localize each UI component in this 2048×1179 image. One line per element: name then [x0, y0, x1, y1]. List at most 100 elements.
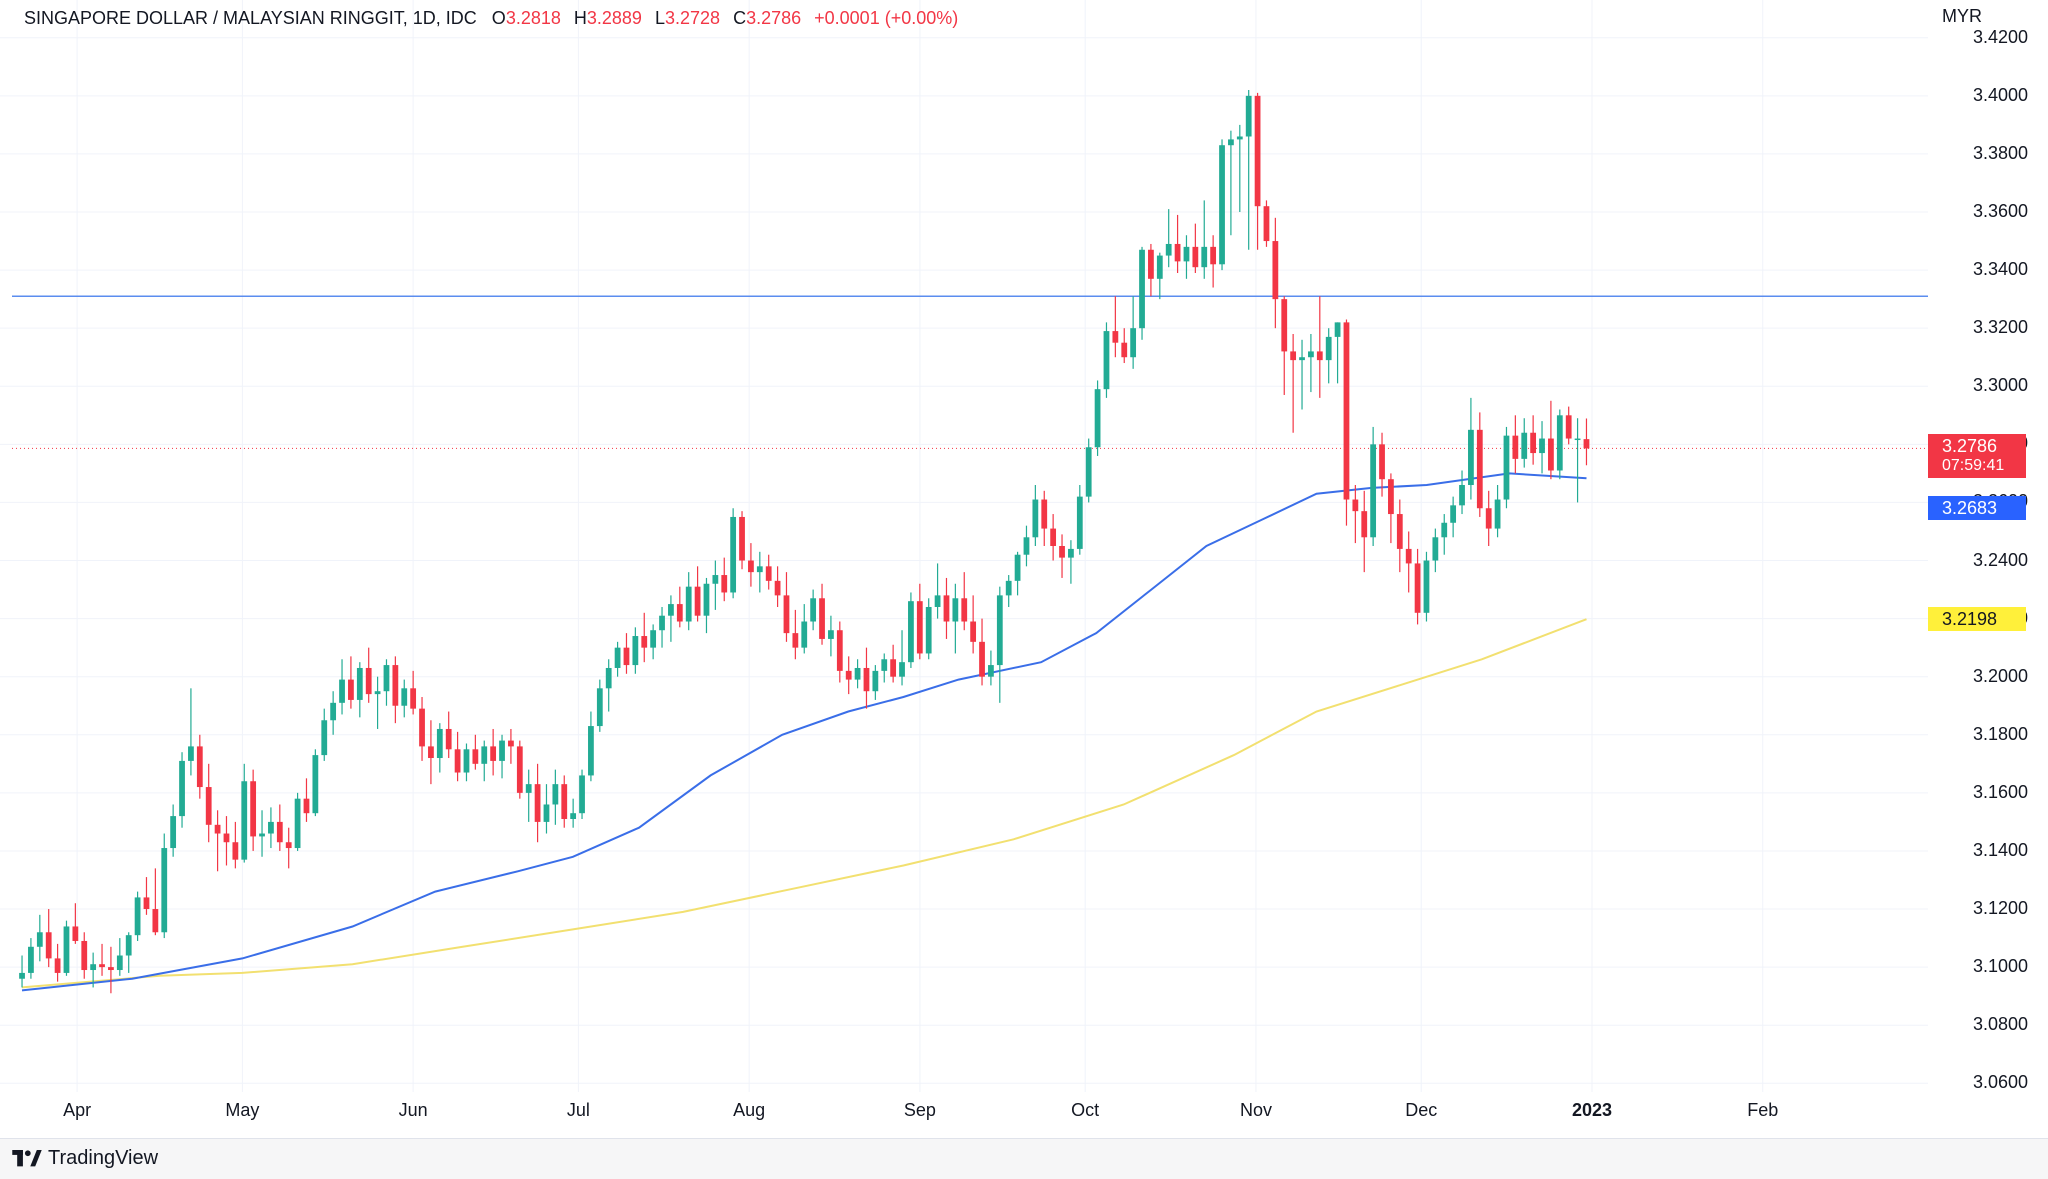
time-tick-label: Nov	[1239, 1100, 1272, 1120]
candle-body	[552, 784, 559, 805]
candle-body	[330, 702, 337, 721]
candle-body	[205, 787, 212, 825]
candle-body	[1272, 241, 1279, 300]
candle-body	[196, 746, 203, 788]
candle-body	[116, 955, 123, 971]
candle-body	[285, 842, 292, 849]
candle-body	[383, 665, 390, 692]
price-tick-label: 3.1400	[1972, 839, 2028, 860]
price-tick-label: 3.1600	[1972, 781, 2028, 802]
chart-legend: SINGAPORE DOLLAR / MALAYSIAN RINGGIT, 1D…	[24, 8, 966, 29]
candle-body	[1103, 331, 1110, 390]
candle-body	[143, 897, 150, 910]
low-label: L	[654, 8, 665, 28]
candle-body	[1405, 548, 1412, 564]
ma-blue-badge: 3.2683	[1928, 496, 2026, 521]
candle-body	[241, 781, 248, 860]
candle-body	[1041, 499, 1048, 529]
candle-body	[730, 516, 737, 593]
candle-body	[632, 636, 639, 666]
time-tick-label: Aug	[733, 1100, 766, 1120]
time-tick-label: 2023	[1571, 1100, 1612, 1120]
candle-body	[1512, 435, 1519, 459]
last-price-badge: 3.2786 07:59:41	[1928, 434, 2026, 479]
symbol-title: SINGAPORE DOLLAR / MALAYSIAN RINGGIT, 1D…	[24, 8, 477, 28]
candle-body	[1574, 438, 1581, 441]
candle-body	[259, 833, 265, 837]
candle-body	[1459, 485, 1465, 506]
candle-body	[1076, 496, 1083, 549]
candle-body	[1005, 580, 1012, 596]
high-value: 3.2889	[586, 8, 642, 28]
candle-body	[1396, 514, 1403, 549]
candle-body	[428, 746, 434, 759]
candle-body	[1183, 246, 1190, 262]
candle-body	[668, 604, 674, 616]
candle-body	[1094, 389, 1101, 448]
price-axis[interactable]: 3.4200 3.4000 3.3800 3.3600 3.3400 3.3200 3.30…	[1928, 0, 2048, 1093]
candle-body	[908, 601, 914, 663]
price-tick-label: 3.2400	[1972, 549, 2028, 570]
candle-body	[561, 784, 568, 819]
candle-body	[1050, 528, 1057, 546]
candle-body	[774, 580, 781, 596]
candle-body	[703, 583, 710, 616]
candle-body	[392, 665, 399, 706]
candle-body	[268, 821, 274, 834]
candle-body	[516, 746, 523, 793]
candle-body	[828, 630, 834, 639]
candle-body	[792, 633, 799, 648]
candle-body	[979, 641, 985, 677]
candle-body	[490, 746, 497, 761]
candle-body	[1165, 243, 1172, 256]
candle-body	[72, 926, 79, 941]
price-tick-label: 3.1200	[1972, 898, 2028, 919]
candle-body	[863, 667, 870, 692]
price-chart[interactable]	[0, 0, 1928, 1092]
candle-body	[1032, 499, 1039, 538]
candle-body	[90, 964, 97, 971]
candle-body	[161, 848, 168, 933]
candle-body	[1325, 336, 1332, 361]
candle-body	[1476, 429, 1483, 509]
candle-body	[1370, 444, 1377, 538]
tradingview-logo[interactable]: TradingView	[12, 1147, 158, 1170]
candle-body	[579, 775, 585, 814]
candle-body	[223, 833, 230, 843]
candle-body	[508, 740, 514, 747]
candle-body	[916, 601, 923, 654]
candle-body	[463, 749, 470, 773]
candle-body	[996, 595, 1003, 666]
candle-body	[232, 842, 239, 860]
low-value: 3.2728	[664, 8, 721, 28]
candle-body	[419, 708, 425, 747]
candle-body	[659, 615, 665, 631]
candle-body	[1361, 511, 1368, 538]
moving-average-yellow	[21, 618, 1587, 989]
chart-plot-area[interactable]	[0, 0, 1928, 1092]
candle-body	[1263, 206, 1270, 242]
footer-bar: TradingView	[0, 1138, 2048, 1179]
candle-body	[1414, 563, 1421, 613]
candle-body	[721, 575, 728, 593]
price-tick-label: 3.3000	[1972, 375, 2028, 396]
time-tick-label: Feb	[1747, 1100, 1779, 1120]
time-tick-label: Dec	[1405, 1100, 1438, 1120]
candle-body	[676, 604, 683, 622]
close-value: 3.2786	[746, 8, 802, 28]
candle-body	[356, 667, 363, 700]
candle-body	[801, 621, 808, 648]
candle-body	[845, 670, 852, 680]
candle-body	[1485, 508, 1492, 529]
candle-body	[739, 516, 745, 561]
candle-body	[1139, 249, 1145, 329]
open-value: 3.2818	[505, 8, 561, 28]
price-tick-label: 3.0600	[1972, 1072, 2028, 1093]
candle-body	[650, 630, 657, 648]
candle-body	[179, 760, 185, 817]
price-tick-label: 3.1000	[1972, 956, 2028, 977]
candle-body	[623, 647, 630, 666]
candle-body	[1548, 438, 1554, 471]
candle-body	[1334, 322, 1341, 337]
last-price-value: 3.2786	[1942, 436, 1998, 457]
